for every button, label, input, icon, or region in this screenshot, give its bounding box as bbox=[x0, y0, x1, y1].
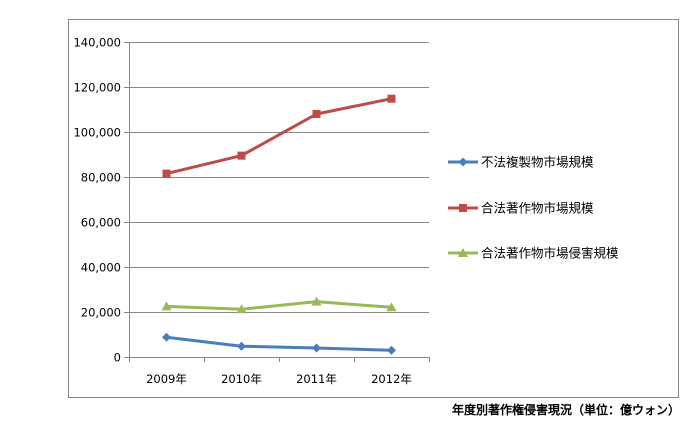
y-tick-label: 40,000 bbox=[81, 261, 121, 275]
x-tick-label: 2009年 bbox=[146, 372, 187, 386]
data-point bbox=[237, 341, 246, 351]
chart-caption: 年度別著作権侵害現況（単位：億ウォン） bbox=[451, 403, 680, 417]
series-line-1 bbox=[165, 335, 393, 352]
data-point bbox=[162, 169, 171, 178]
data-point bbox=[386, 302, 397, 312]
data-point bbox=[387, 94, 396, 103]
y-tick-label: 140,000 bbox=[73, 36, 121, 50]
x-tick-label: 2011年 bbox=[296, 372, 337, 386]
data-point bbox=[162, 332, 171, 342]
data-point bbox=[236, 304, 247, 314]
data-point bbox=[311, 296, 322, 306]
data-point bbox=[237, 151, 246, 160]
data-point bbox=[387, 345, 396, 355]
y-tick-label: 20,000 bbox=[81, 306, 121, 320]
y-tick-label: 120,000 bbox=[73, 81, 121, 95]
series-line-3 bbox=[165, 300, 393, 311]
chart-frame bbox=[68, 19, 679, 398]
y-tick-label: 0 bbox=[114, 351, 121, 365]
x-tick-label: 2012年 bbox=[371, 372, 412, 386]
series-line-2 bbox=[165, 97, 393, 176]
legend-label: 合法著作物市場規模 bbox=[481, 201, 594, 216]
legend-label: 合法著作物市場侵害規模 bbox=[481, 246, 619, 261]
legend-marker bbox=[458, 157, 468, 167]
legend-label: 不法複製物市場規模 bbox=[481, 155, 594, 170]
y-tick-label: 100,000 bbox=[73, 126, 121, 140]
data-point bbox=[312, 110, 321, 118]
data-point bbox=[312, 343, 321, 353]
legend-marker bbox=[459, 204, 467, 212]
y-tick-label: 60,000 bbox=[81, 216, 121, 230]
legend-marker bbox=[458, 248, 468, 257]
data-point bbox=[161, 301, 172, 311]
x-tick-label: 2010年 bbox=[221, 372, 262, 386]
y-tick-label: 80,000 bbox=[81, 171, 121, 185]
